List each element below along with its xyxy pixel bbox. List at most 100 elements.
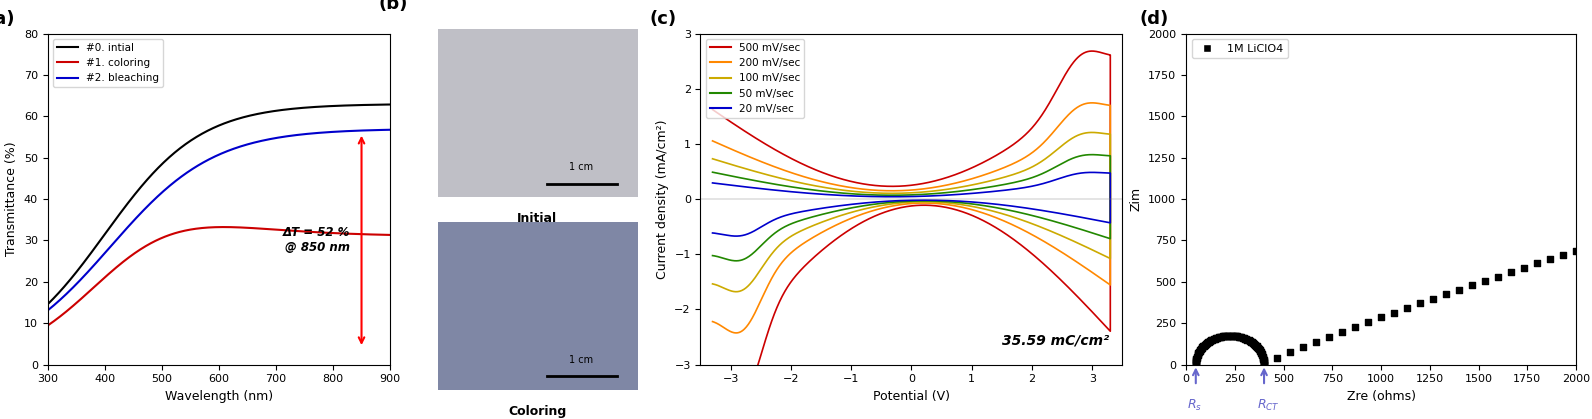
Point <box>1191 342 1216 349</box>
Point <box>1204 335 1229 341</box>
Point <box>1248 350 1274 357</box>
Point <box>1525 260 1551 267</box>
Point <box>1239 339 1264 346</box>
Point <box>1184 351 1210 358</box>
Text: (b): (b) <box>379 0 408 13</box>
Point <box>1420 295 1446 302</box>
Text: (d): (d) <box>1140 10 1169 28</box>
Point <box>1251 355 1277 362</box>
Point <box>1196 339 1221 346</box>
Point <box>1188 347 1213 354</box>
Point <box>1184 355 1210 362</box>
Point <box>1250 354 1275 361</box>
Point <box>1213 333 1239 339</box>
Text: ΔT = 52 %
@ 850 nm: ΔT = 52 % @ 850 nm <box>283 226 350 254</box>
Point <box>1196 338 1221 345</box>
Point <box>1240 340 1266 347</box>
Point <box>1186 349 1212 356</box>
Point <box>1191 343 1216 350</box>
Point <box>1247 347 1272 354</box>
Point <box>1227 334 1253 340</box>
Point <box>1551 251 1576 258</box>
Point <box>1188 348 1213 354</box>
Point <box>1251 357 1277 363</box>
Point <box>1239 338 1264 345</box>
Point <box>1194 340 1219 347</box>
Point <box>1235 336 1261 343</box>
Point <box>1247 346 1272 352</box>
Point <box>1186 350 1212 357</box>
Point <box>1473 278 1498 285</box>
Text: Coloring: Coloring <box>508 405 567 418</box>
Point <box>1433 291 1458 298</box>
Point <box>1511 264 1536 271</box>
Point <box>1368 314 1395 321</box>
Point <box>1234 336 1259 342</box>
Point <box>1199 337 1224 344</box>
Point <box>1251 361 1277 368</box>
Point <box>1485 273 1511 280</box>
Point <box>1188 346 1213 352</box>
X-axis label: Zre (ohms): Zre (ohms) <box>1347 390 1415 403</box>
Point <box>1329 328 1355 335</box>
Point <box>1231 335 1256 341</box>
Point <box>1205 334 1231 341</box>
Text: Initial: Initial <box>517 212 557 225</box>
Point <box>1192 341 1218 348</box>
Point <box>1235 337 1261 344</box>
Point <box>1194 341 1219 347</box>
Point <box>1538 256 1563 263</box>
Point <box>1213 332 1239 339</box>
Point <box>1202 335 1227 342</box>
Y-axis label: Zim: Zim <box>1130 187 1143 211</box>
Legend: #0. intial, #1. coloring, #2. bleaching: #0. intial, #1. coloring, #2. bleaching <box>53 39 164 88</box>
Point <box>1248 349 1274 356</box>
Point <box>1184 354 1210 361</box>
Legend: 500 mV/sec, 200 mV/sec, 100 mV/sec, 50 mV/sec, 20 mV/sec: 500 mV/sec, 200 mV/sec, 100 mV/sec, 50 m… <box>705 39 804 118</box>
Point <box>1264 354 1290 361</box>
Point <box>1215 332 1240 339</box>
Point <box>1245 345 1270 352</box>
Point <box>1237 338 1262 344</box>
Point <box>1563 247 1589 254</box>
Point <box>1382 309 1407 316</box>
Point <box>1197 338 1223 344</box>
Point <box>1304 339 1329 345</box>
Point <box>1212 333 1237 339</box>
Point <box>1242 341 1267 347</box>
Point <box>1498 269 1524 276</box>
Point <box>1242 341 1267 348</box>
Text: 1 cm: 1 cm <box>568 162 594 172</box>
Point <box>1218 332 1243 339</box>
Point <box>1317 334 1342 340</box>
Point <box>1232 335 1258 342</box>
Point <box>1250 353 1275 360</box>
Point <box>1223 333 1248 339</box>
Text: 1 cm: 1 cm <box>568 355 594 365</box>
Point <box>1243 342 1269 349</box>
Point <box>1223 333 1248 339</box>
Point <box>1183 357 1208 363</box>
Point <box>1277 349 1302 356</box>
Legend: 1M LiClO4: 1M LiClO4 <box>1191 39 1288 58</box>
Point <box>1342 323 1368 330</box>
Text: 35.59 mC/cm²: 35.59 mC/cm² <box>1003 334 1110 348</box>
X-axis label: Wavelength (nm): Wavelength (nm) <box>166 390 272 403</box>
Point <box>1219 332 1245 339</box>
Point <box>1210 333 1235 340</box>
Point <box>1208 333 1234 340</box>
Point <box>1183 361 1208 368</box>
Point <box>1446 287 1471 293</box>
Point <box>1460 282 1485 289</box>
Point <box>1250 352 1275 359</box>
Point <box>1248 348 1274 354</box>
Point <box>1200 336 1226 342</box>
Point <box>1189 345 1215 352</box>
Point <box>1407 300 1433 307</box>
Point <box>1200 336 1226 343</box>
Point <box>1183 359 1208 366</box>
Y-axis label: Transmittance (%): Transmittance (%) <box>5 142 19 256</box>
Point <box>1250 351 1275 358</box>
Point <box>1243 343 1269 350</box>
Point <box>1184 352 1210 359</box>
